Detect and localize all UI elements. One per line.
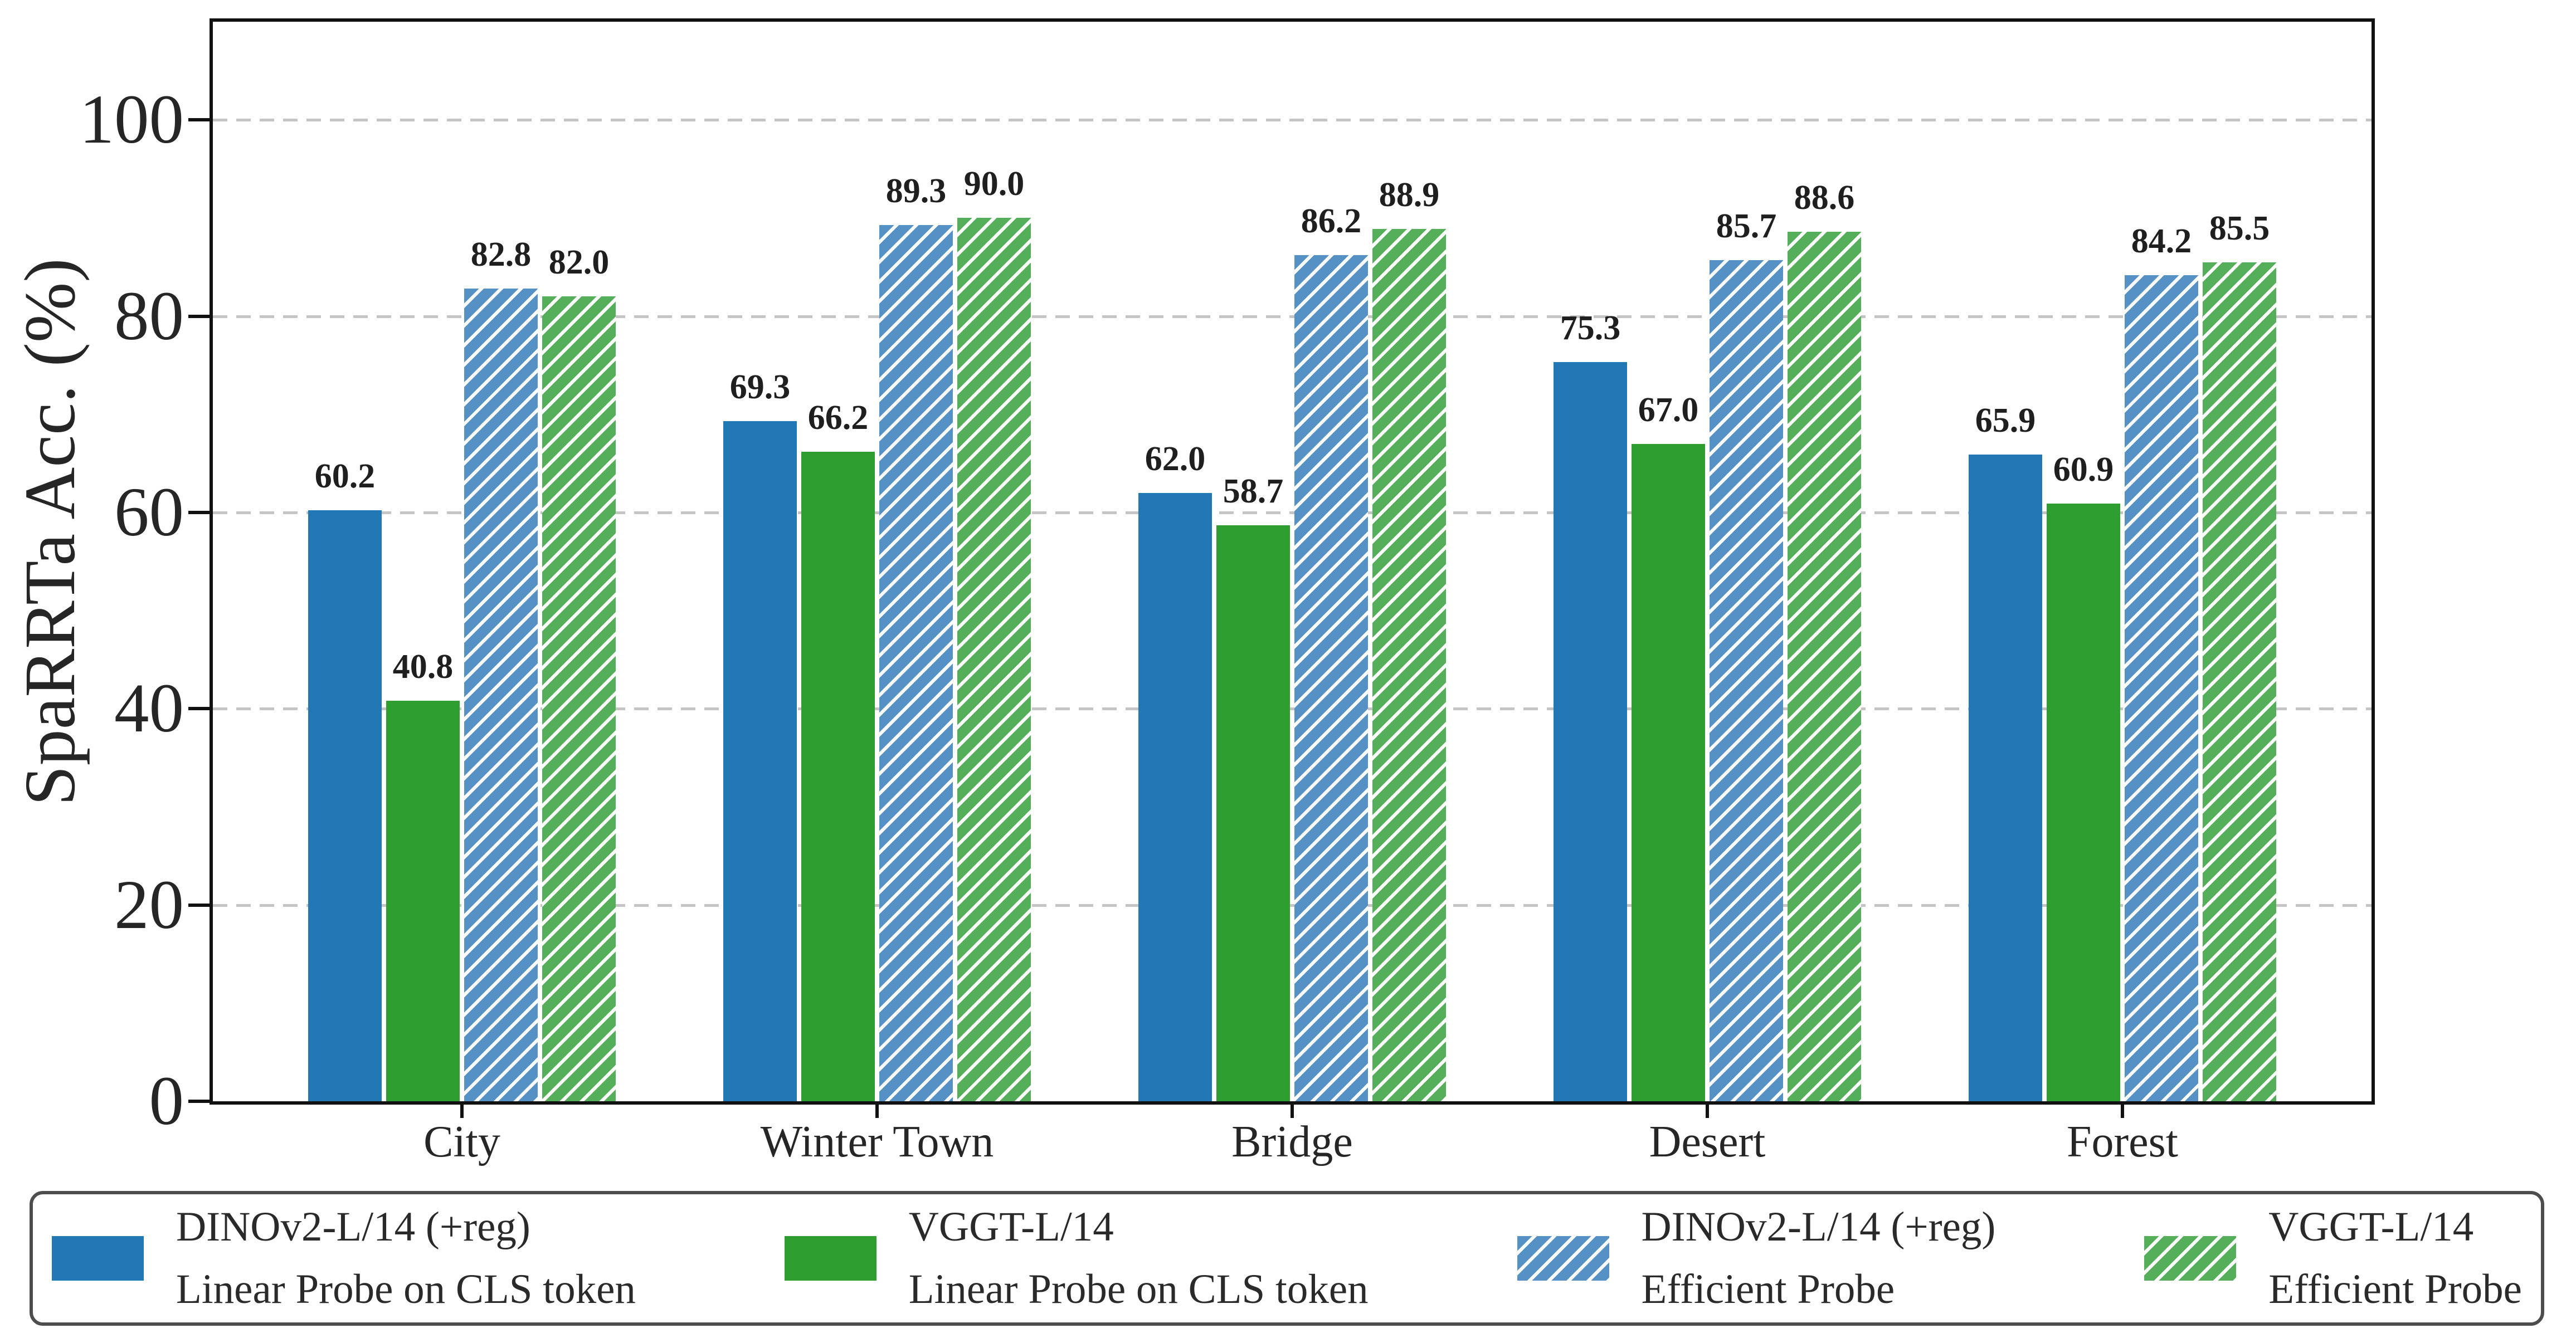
bar-value-label: 67.0 xyxy=(1638,390,1699,429)
bar-winter-town-s3 xyxy=(879,224,953,1101)
legend-swatch-1-solid xyxy=(52,1236,144,1281)
bar-winter-town-s4 xyxy=(957,218,1031,1101)
x-tick-mark-1 xyxy=(460,1105,464,1118)
bar-value-label: 62.0 xyxy=(1145,440,1206,478)
legend-item-2: VGGT-L/14 Linear Probe on CLS token xyxy=(784,1196,1369,1321)
bar-value-label: 85.7 xyxy=(1716,207,1777,246)
bar-value-label: 89.3 xyxy=(885,172,947,210)
bar-value-label: 60.2 xyxy=(314,457,376,496)
bar-bridge-s2 xyxy=(1216,525,1290,1101)
x-category-label-desert: Desert xyxy=(1649,1117,1766,1166)
legend-label-2: VGGT-L/14 Linear Probe on CLS token xyxy=(909,1196,1369,1321)
bar-value-label: 65.9 xyxy=(1975,401,2036,440)
bar-forest-s4 xyxy=(2203,262,2276,1101)
legend-label-1: DINOv2-L/14 (+reg) Linear Probe on CLS to… xyxy=(176,1196,636,1321)
y-tick-mark-80 xyxy=(188,314,210,318)
y-tick-mark-0 xyxy=(188,1100,210,1103)
plot-area: 60.2 40.8 82.8 82.0 69.3 66.2 89.3 90.0 62.0 58.7… xyxy=(210,18,2375,1105)
y-tick-mark-40 xyxy=(188,707,210,711)
bar-value-label: 69.3 xyxy=(729,368,791,407)
bar-desert-s2 xyxy=(1632,443,1705,1101)
legend-label-line1: DINOv2-L/14 (+reg) xyxy=(176,1204,530,1250)
bar-value-label: 84.2 xyxy=(2131,222,2192,260)
legend-item-1: DINOv2-L/14 (+reg) Linear Probe on CLS to… xyxy=(52,1196,636,1321)
bar-forest-s3 xyxy=(2125,275,2198,1101)
legend-label-line2: Efficient Probe xyxy=(2268,1266,2522,1312)
bar-winter-town-s1 xyxy=(723,421,797,1101)
bar-value-label: 66.2 xyxy=(807,398,869,437)
legend-swatch-2-solid xyxy=(784,1236,876,1281)
bar-city-s1 xyxy=(308,510,382,1101)
bar-value-label: 86.2 xyxy=(1301,202,1362,241)
bar-winter-town-s2 xyxy=(801,451,875,1101)
legend-label-line1: VGGT-L/14 xyxy=(908,1204,1114,1250)
gridline-40 xyxy=(213,707,2372,711)
legend-label-line2: Linear Probe on CLS token xyxy=(176,1266,636,1312)
bar-desert-s1 xyxy=(1554,362,1627,1101)
y-tick-label-40: 40 xyxy=(114,670,184,748)
legend-label-3: DINOv2-L/14 (+reg) Efficient Probe xyxy=(1642,1196,1996,1321)
y-tick-label-0: 0 xyxy=(149,1063,184,1140)
x-category-label-city: City xyxy=(423,1117,500,1166)
y-tick-mark-100 xyxy=(188,118,210,122)
x-category-label-winter-town: Winter Town xyxy=(760,1117,994,1166)
y-tick-mark-60 xyxy=(188,510,210,514)
gridline-60 xyxy=(213,511,2372,514)
bar-bridge-s1 xyxy=(1138,492,1212,1101)
bar-value-label: 82.8 xyxy=(470,236,532,274)
bar-value-label: 40.8 xyxy=(392,648,454,686)
x-tick-mark-2 xyxy=(875,1105,879,1118)
bar-city-s3 xyxy=(464,289,538,1101)
legend-swatch-3-hatched xyxy=(1517,1236,1609,1281)
gridline-100 xyxy=(213,119,2372,122)
x-tick-mark-5 xyxy=(2121,1105,2124,1118)
bar-value-label: 75.3 xyxy=(1560,309,1621,348)
x-tick-mark-4 xyxy=(1706,1105,1709,1118)
bar-forest-s2 xyxy=(2047,504,2120,1101)
y-tick-label-60: 60 xyxy=(114,473,184,551)
legend-label-line1: VGGT-L/14 xyxy=(2268,1204,2474,1250)
bar-value-label: 88.9 xyxy=(1379,175,1440,214)
legend-label-line2: Linear Probe on CLS token xyxy=(908,1266,1369,1312)
legend-item-4: VGGT-L/14 Efficient Probe xyxy=(2144,1196,2522,1321)
bar-value-label: 88.6 xyxy=(1794,179,1855,217)
bar-city-s2 xyxy=(386,701,460,1101)
bar-bridge-s4 xyxy=(1372,228,1446,1101)
bar-city-s4 xyxy=(542,296,616,1101)
legend-label-4: VGGT-L/14 Efficient Probe xyxy=(2268,1196,2522,1321)
bar-value-label: 82.0 xyxy=(548,243,610,282)
legend-label-line1: DINOv2-L/14 (+reg) xyxy=(1641,1204,1996,1250)
gridline-20 xyxy=(213,904,2372,907)
legend-swatch-4-hatched xyxy=(2144,1236,2237,1281)
x-category-label-bridge: Bridge xyxy=(1231,1117,1353,1166)
bar-value-label: 58.7 xyxy=(1223,472,1284,510)
bar-desert-s3 xyxy=(1710,260,1783,1101)
bar-value-label: 90.0 xyxy=(963,165,1025,203)
y-tick-mark-20 xyxy=(188,903,210,907)
y-tick-label-100: 100 xyxy=(79,81,184,159)
bar-value-label: 85.5 xyxy=(2209,209,2270,247)
legend: DINOv2-L/14 (+reg) Linear Probe on CLS to… xyxy=(30,1191,2544,1326)
y-tick-label-80: 80 xyxy=(114,277,184,355)
gridline-80 xyxy=(213,315,2372,318)
bar-forest-s1 xyxy=(1969,454,2042,1101)
bar-value-label: 60.9 xyxy=(2053,451,2114,489)
y-tick-label-20: 20 xyxy=(114,866,184,944)
legend-label-line2: Efficient Probe xyxy=(1641,1266,1895,1312)
bar-bridge-s3 xyxy=(1294,255,1368,1101)
x-tick-mark-3 xyxy=(1291,1105,1294,1118)
bar-desert-s4 xyxy=(1788,232,1861,1101)
legend-item-3: DINOv2-L/14 (+reg) Efficient Probe xyxy=(1517,1196,1996,1321)
x-category-label-forest: Forest xyxy=(2067,1117,2178,1166)
